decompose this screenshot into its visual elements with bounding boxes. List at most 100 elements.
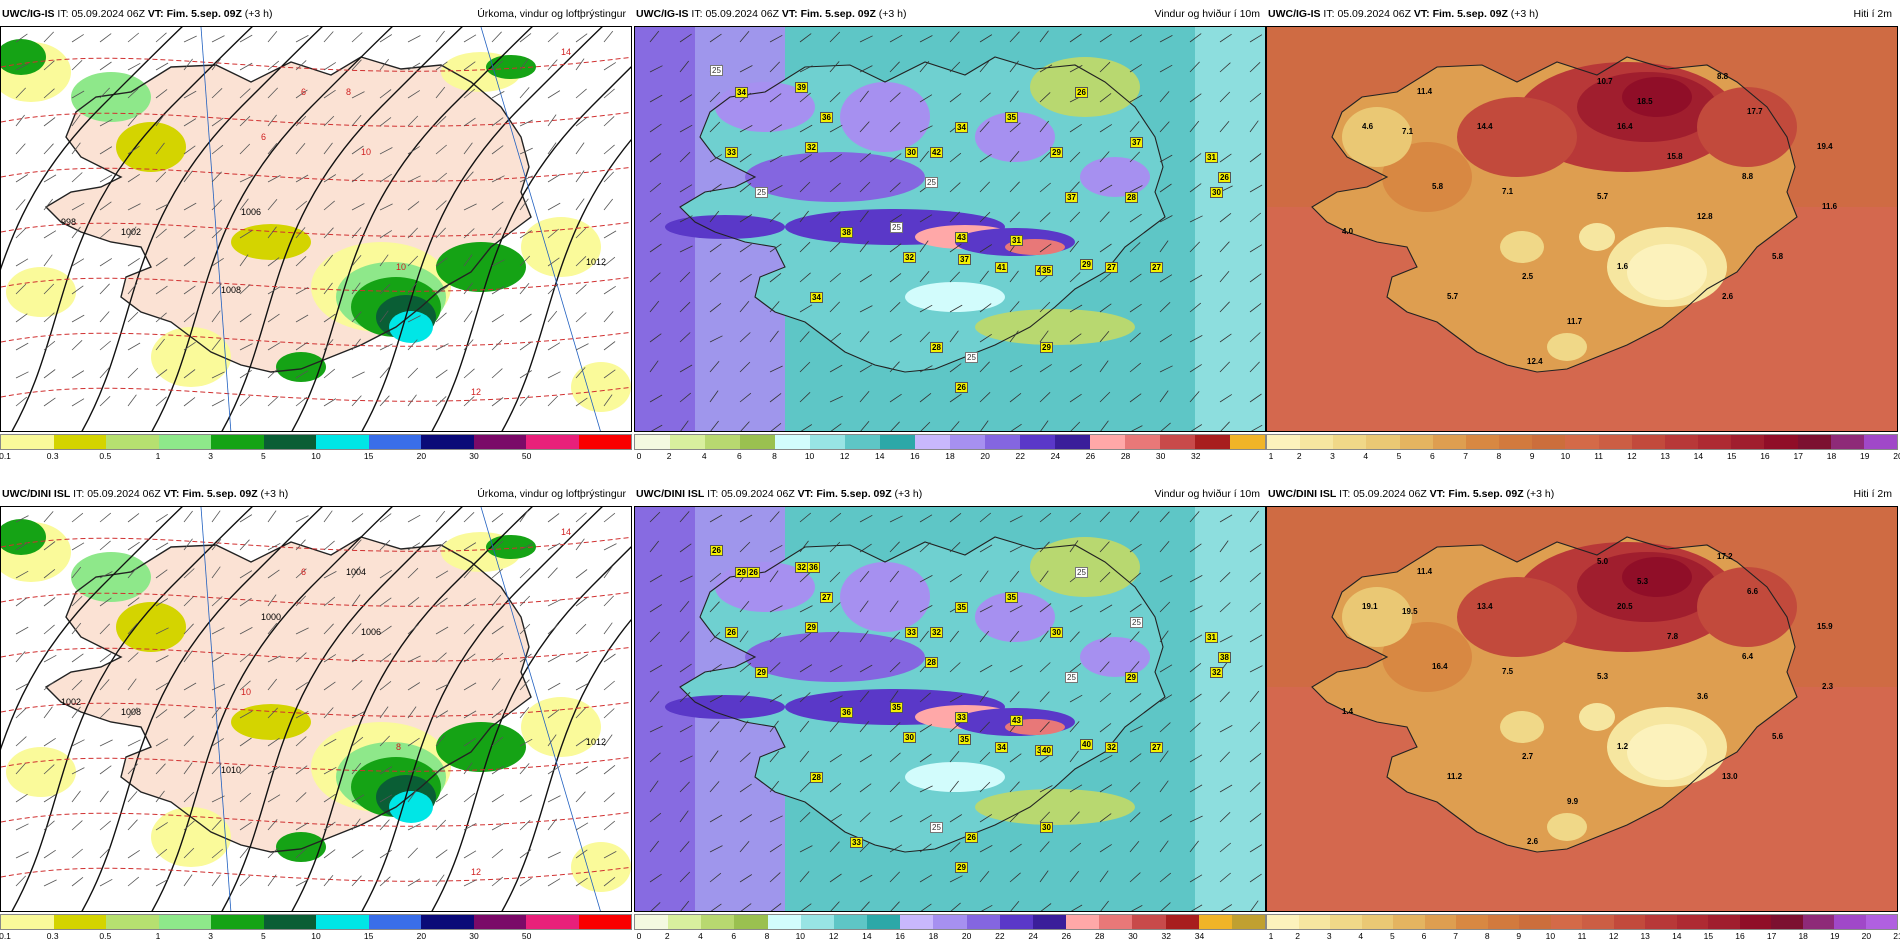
wind-barb (679, 301, 691, 313)
wind-barb (709, 272, 721, 283)
wind-barb (769, 632, 782, 643)
colorbar-cell (1198, 915, 1232, 929)
wind-barb (679, 332, 691, 343)
panel-header: UWC/IG-IS IT: 05.09.2024 06Z VT: Fim. 5.… (1266, 0, 1898, 26)
wind-barb (1249, 184, 1263, 193)
temp-value-label: 15.9 (1817, 622, 1833, 631)
colorbar-cell (1631, 435, 1665, 449)
wind-barb (1249, 721, 1261, 733)
wind-barb (127, 678, 137, 691)
wind-barb (979, 751, 991, 763)
colorbar-cell (1802, 915, 1834, 929)
wind-barb (979, 333, 992, 343)
wind-barb (575, 256, 587, 267)
wind-barb (15, 542, 29, 551)
wind-barb (99, 790, 109, 803)
wind-barb (1129, 94, 1143, 103)
wind-barb (919, 365, 933, 373)
wind-barb (463, 762, 473, 775)
wind-barb (295, 341, 308, 351)
wind-barb (379, 147, 393, 155)
wind-barb (679, 781, 690, 793)
wind-barb (547, 90, 561, 99)
wind-barb (1129, 511, 1140, 523)
wind-area (975, 789, 1135, 825)
wind-barb (435, 285, 448, 295)
wind-barb (679, 392, 692, 403)
temp-value-label: 3.6 (1697, 692, 1709, 701)
wind-barb (547, 765, 560, 775)
wind-barb (1189, 815, 1203, 823)
wind-barb (547, 682, 561, 691)
colorbar-cell (985, 435, 1020, 449)
colorbar-tick-label: 14 (862, 931, 872, 941)
wind-barb (295, 539, 306, 551)
wind-area (840, 82, 930, 152)
wind-barb (799, 241, 811, 253)
wind-barb (547, 202, 561, 211)
wind-barb (949, 61, 961, 73)
colorbar-tick-label: 12 (828, 931, 839, 941)
lead-time: (+3 h) (1526, 488, 1555, 500)
wind-barb (491, 201, 504, 211)
wind-barb (679, 692, 691, 703)
panel-title: Úrkoma, vindur og loftþrýstingur (477, 488, 626, 500)
colorbar-tick-label: 5 (1396, 451, 1402, 461)
temp-value-label: 20.5 (1617, 602, 1633, 611)
wind-barb (295, 595, 306, 607)
forecast-panel-precip: UWC/DINI ISL IT: 05.09.2024 06Z VT: Fim.… (0, 480, 632, 950)
wind-barb (769, 61, 780, 73)
wind-barb (919, 575, 933, 583)
wind-value-label: 35 (955, 602, 968, 613)
colorbar-cell (1613, 915, 1645, 929)
wind-barb (239, 570, 253, 579)
wind-barb (769, 662, 781, 673)
wind-barb (71, 172, 83, 183)
colorbar-cell (1231, 915, 1265, 929)
wind-barb (1099, 870, 1109, 883)
wind-barb (1131, 425, 1143, 431)
wind-barb (709, 814, 723, 823)
wind-barb (267, 622, 278, 635)
wind-barb (127, 62, 141, 71)
colorbar-tick-label: 5 (1390, 931, 1395, 941)
wind-barb (435, 116, 447, 127)
wind-barb (323, 738, 337, 747)
wind-barb (979, 181, 990, 193)
precip-map: 14 8 10 6 1002 1008 1012 998 1006 10 6 12 (0, 26, 632, 432)
wind-barb (603, 311, 614, 323)
wind-barb (463, 682, 477, 691)
wind-barb (15, 114, 25, 127)
wind-barb (183, 623, 194, 635)
wind-barb (859, 570, 870, 583)
wind-barb (547, 878, 561, 887)
lead-time: (+3 h) (244, 8, 273, 20)
colorbar-tick-label: 7 (1463, 451, 1468, 461)
wind-value-label: 29 (755, 667, 768, 678)
wind-barb (679, 575, 693, 583)
wind-value-label: 28 (930, 342, 943, 353)
wind-barb (99, 201, 112, 211)
temperature-area (1622, 557, 1692, 597)
wind-barb (491, 368, 503, 379)
wind-barb (889, 844, 903, 853)
wind-barb (547, 599, 561, 607)
wind-barb (351, 173, 364, 183)
wind-barb (71, 114, 81, 127)
wind-barb (407, 62, 421, 71)
temperature-contour (1, 111, 631, 127)
wind-area-sea (1195, 27, 1265, 431)
wind-barb (920, 903, 932, 911)
valid-time: Fim. 5.sep. 09Z (1448, 488, 1524, 500)
wind-barb (155, 790, 165, 803)
colorbar-tick-label: 26 (1061, 931, 1072, 941)
wind-barb (1099, 571, 1111, 583)
colorbar-cell (1032, 915, 1067, 929)
isobar-line (221, 507, 463, 911)
precip-area (1, 519, 46, 555)
wind-barb (859, 331, 870, 343)
wind-barb (99, 540, 111, 551)
wind-barb (463, 512, 475, 523)
wind-barb (435, 396, 447, 407)
colorbar-tick-label: 16 (1760, 451, 1770, 461)
